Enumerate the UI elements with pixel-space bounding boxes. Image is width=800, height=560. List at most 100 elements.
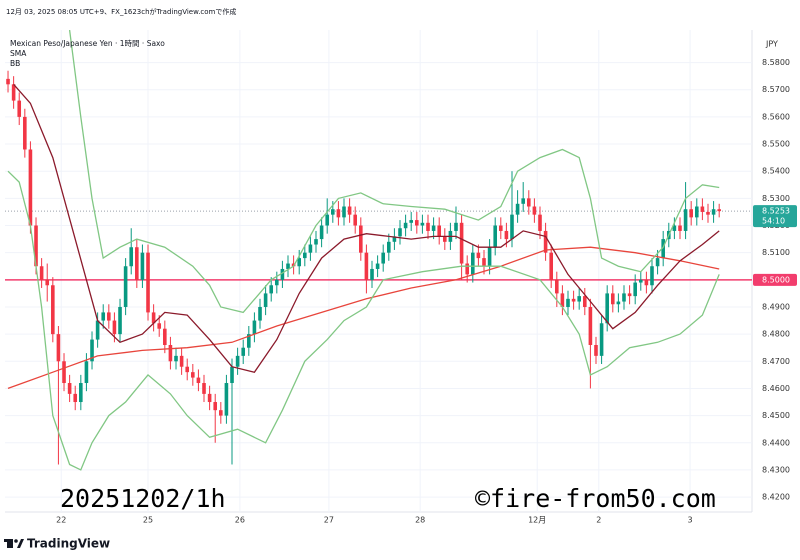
candle-body xyxy=(163,328,167,345)
brand-logo xyxy=(4,539,24,548)
candle-body xyxy=(476,252,481,259)
candle-body xyxy=(62,361,66,384)
candle-body xyxy=(426,222,430,231)
indicator-label: BB xyxy=(10,59,20,68)
price-tag-label: 8.5000 xyxy=(762,275,790,284)
candle-body xyxy=(286,263,290,269)
candle-body xyxy=(465,263,469,275)
y-tick-label: 8.4600 xyxy=(762,384,790,393)
candle-body xyxy=(174,355,178,362)
candle-body xyxy=(17,100,22,117)
candle-body xyxy=(146,252,150,313)
candle-body xyxy=(683,209,688,231)
candle-body xyxy=(196,377,201,384)
annotation: ©fire-from50.com xyxy=(475,484,716,513)
candle-body xyxy=(459,222,464,264)
candle-body xyxy=(23,116,27,150)
candle-body xyxy=(347,206,352,215)
candle-body xyxy=(297,258,302,267)
candle-body xyxy=(129,247,134,267)
candle-body xyxy=(392,236,397,242)
candle-body xyxy=(493,225,497,248)
candle-body xyxy=(610,293,615,305)
candle-body xyxy=(594,344,598,356)
candle-body xyxy=(275,279,279,286)
candle-body xyxy=(409,220,414,223)
y-axis-label: JPY xyxy=(765,40,778,49)
candle-body xyxy=(230,366,234,384)
candle-body xyxy=(689,209,693,218)
candle-body xyxy=(314,239,318,245)
candle-body xyxy=(39,266,44,280)
candle-body xyxy=(577,296,581,302)
candle-body xyxy=(364,252,369,280)
candle-body xyxy=(219,410,223,416)
candle-body xyxy=(370,268,374,280)
candle-body xyxy=(706,211,710,215)
candle-body xyxy=(415,220,419,226)
y-tick-label: 8.4500 xyxy=(762,411,790,420)
candle-body xyxy=(403,222,408,229)
candle-body xyxy=(521,198,525,204)
candle-body xyxy=(431,225,436,231)
candle-body xyxy=(73,393,78,403)
candle-body xyxy=(325,214,330,226)
candle-body xyxy=(582,296,587,307)
indicator-line xyxy=(7,170,720,471)
candle-body xyxy=(258,306,262,321)
candle-body xyxy=(191,372,195,378)
candle-body xyxy=(6,78,10,85)
candle-body xyxy=(303,252,307,259)
candle-body xyxy=(510,214,514,240)
candle-body xyxy=(179,355,184,367)
candle-body xyxy=(661,239,665,259)
candle-body xyxy=(717,209,721,212)
x-tick-label: 28 xyxy=(415,516,425,525)
candle-body xyxy=(599,323,604,356)
candle-body xyxy=(263,293,268,307)
candle-body xyxy=(672,225,677,231)
candle-body xyxy=(387,241,391,253)
candle-body xyxy=(247,334,251,348)
candle-body xyxy=(644,279,649,286)
candle-body xyxy=(84,361,89,384)
candle-body xyxy=(482,258,486,267)
y-tick-label: 8.5400 xyxy=(762,167,790,176)
indicator-line xyxy=(13,83,720,373)
candle-body xyxy=(118,306,122,335)
countdown: 54:10 xyxy=(762,217,785,226)
candle-body xyxy=(381,252,386,264)
candle-body xyxy=(655,258,660,267)
x-tick-label: 26 xyxy=(235,516,245,525)
candle-body xyxy=(638,279,643,283)
candle-body xyxy=(420,222,425,226)
candle-body xyxy=(711,209,716,215)
candle-body xyxy=(67,383,72,394)
candle-body xyxy=(101,312,106,321)
candle-body xyxy=(319,225,324,240)
candle-body xyxy=(588,306,593,345)
candle-body xyxy=(342,206,346,218)
y-tick-label: 8.4400 xyxy=(762,438,790,447)
candle-body xyxy=(95,320,100,340)
candle-body xyxy=(678,225,682,231)
candle-body xyxy=(398,228,402,237)
candle-body xyxy=(140,252,145,280)
x-tick-label: 12月 xyxy=(528,516,546,525)
candle-body xyxy=(107,312,111,321)
candle-body xyxy=(45,279,50,286)
candle-body xyxy=(353,214,358,226)
candle-body xyxy=(56,334,61,362)
candle-body xyxy=(202,383,206,394)
candle-body xyxy=(554,279,559,294)
candle-body xyxy=(123,266,128,307)
price-tag xyxy=(753,273,797,286)
candle-body xyxy=(11,84,16,101)
x-tick-label: 2 xyxy=(596,516,601,525)
candle-body xyxy=(308,244,313,253)
y-tick-label: 8.4300 xyxy=(762,465,790,474)
y-tick-label: 8.4900 xyxy=(762,302,790,311)
candle-body xyxy=(331,209,335,215)
candle-body xyxy=(605,293,609,324)
